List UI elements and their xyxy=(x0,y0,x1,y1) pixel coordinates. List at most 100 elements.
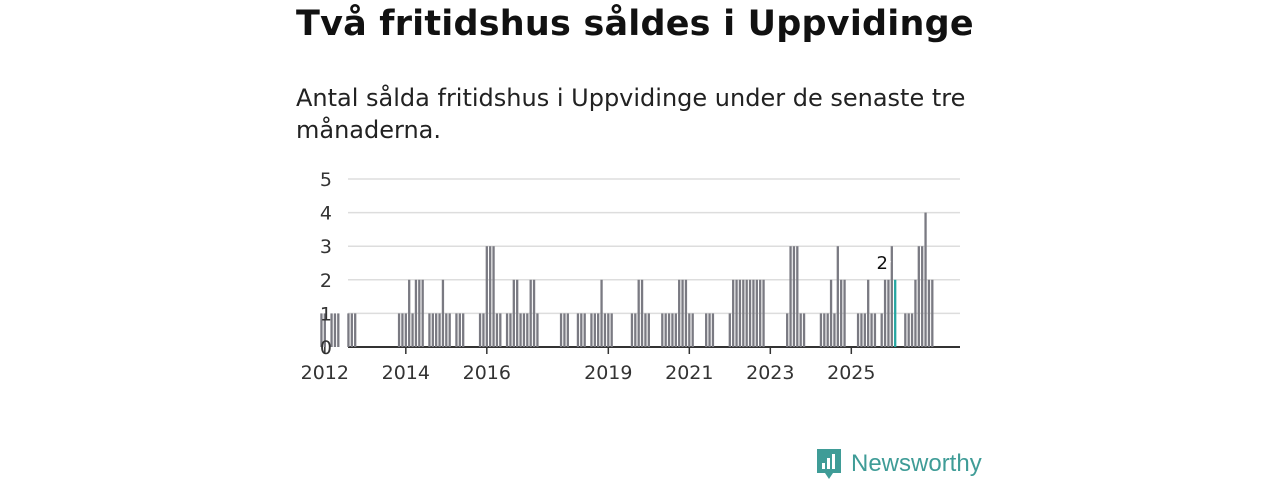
bar xyxy=(408,279,411,347)
bar xyxy=(455,313,458,347)
bar xyxy=(566,313,569,347)
bar xyxy=(921,246,924,347)
bar xyxy=(802,313,806,347)
bar xyxy=(354,313,357,347)
x-tick-label: 2016 xyxy=(463,362,511,384)
bar xyxy=(640,279,644,347)
bar xyxy=(603,313,607,347)
newsworthy-logo-icon xyxy=(817,449,841,479)
bar xyxy=(755,279,758,347)
bar xyxy=(418,279,421,347)
bar xyxy=(705,313,708,347)
bar xyxy=(428,313,431,347)
bar xyxy=(843,279,846,347)
bar xyxy=(431,313,434,347)
bar xyxy=(435,313,438,347)
bar xyxy=(438,313,441,347)
bar xyxy=(799,313,802,347)
bar xyxy=(536,313,539,347)
bar xyxy=(684,279,688,347)
bar xyxy=(907,313,910,347)
bar xyxy=(644,313,647,347)
bar xyxy=(495,313,499,347)
bar xyxy=(786,313,789,347)
bar xyxy=(593,313,596,347)
bars xyxy=(320,212,934,347)
x-tick-label: 2019 xyxy=(584,362,632,384)
bar xyxy=(522,313,526,347)
bar xyxy=(333,313,337,347)
bar xyxy=(404,313,407,347)
bar xyxy=(826,313,829,347)
page-title: Två fritidshus såldes i Uppvidinge xyxy=(296,4,974,44)
x-tick-label: 2012 xyxy=(301,362,349,384)
bar xyxy=(532,279,536,347)
bar xyxy=(792,246,796,347)
bar xyxy=(661,313,664,347)
x-tick-label: 2025 xyxy=(827,362,875,384)
bar xyxy=(823,313,826,347)
bar xyxy=(350,313,353,347)
bar xyxy=(499,313,502,347)
bar xyxy=(742,279,745,347)
value-callout: 2 xyxy=(875,248,892,274)
bar xyxy=(867,279,870,347)
bar xyxy=(904,313,907,347)
y-tick-label: 4 xyxy=(320,203,332,225)
bar xyxy=(397,313,401,347)
bar xyxy=(401,313,404,347)
bar xyxy=(745,279,748,347)
bar xyxy=(833,313,836,347)
bar xyxy=(445,313,448,347)
bar xyxy=(580,313,583,347)
bar xyxy=(931,279,934,347)
bar xyxy=(485,246,488,347)
bar xyxy=(563,313,566,347)
bar xyxy=(610,313,613,347)
bar xyxy=(789,246,792,347)
bar xyxy=(762,279,765,347)
bar xyxy=(519,313,522,347)
bar xyxy=(330,313,333,347)
bar xyxy=(489,246,492,347)
bar xyxy=(674,313,677,347)
bar xyxy=(863,313,866,347)
bar xyxy=(887,279,890,347)
bar xyxy=(829,279,833,347)
bar xyxy=(516,279,519,347)
newsworthy-brand[interactable]: Newsworthy xyxy=(815,446,982,482)
bar xyxy=(323,313,326,347)
bar xyxy=(917,246,920,347)
bar xyxy=(738,279,742,347)
y-tick-label: 5 xyxy=(320,169,332,191)
bar xyxy=(583,313,586,347)
bar xyxy=(462,313,465,347)
y-tick-label: 1 xyxy=(320,303,332,325)
bar xyxy=(590,313,593,347)
bar xyxy=(759,279,762,347)
bar xyxy=(883,279,887,347)
bar xyxy=(634,313,637,347)
bar xyxy=(890,246,893,347)
bar xyxy=(752,279,755,347)
callout-box xyxy=(875,248,890,271)
bar xyxy=(681,279,684,347)
bar xyxy=(860,313,863,347)
bar xyxy=(607,313,610,347)
bar xyxy=(732,279,735,347)
bar xyxy=(856,313,860,347)
bar xyxy=(526,313,529,347)
bar xyxy=(320,313,323,347)
bar xyxy=(448,313,451,347)
bar xyxy=(748,279,752,347)
bar xyxy=(509,313,512,347)
bar xyxy=(688,313,691,347)
bar xyxy=(664,313,667,347)
bar xyxy=(873,313,877,347)
chart-subtitle: Antal sålda fritidshus i Uppvidinge unde… xyxy=(296,84,966,144)
bar xyxy=(796,246,799,347)
bar xyxy=(708,313,711,347)
bar xyxy=(819,313,823,347)
bar xyxy=(630,313,634,347)
